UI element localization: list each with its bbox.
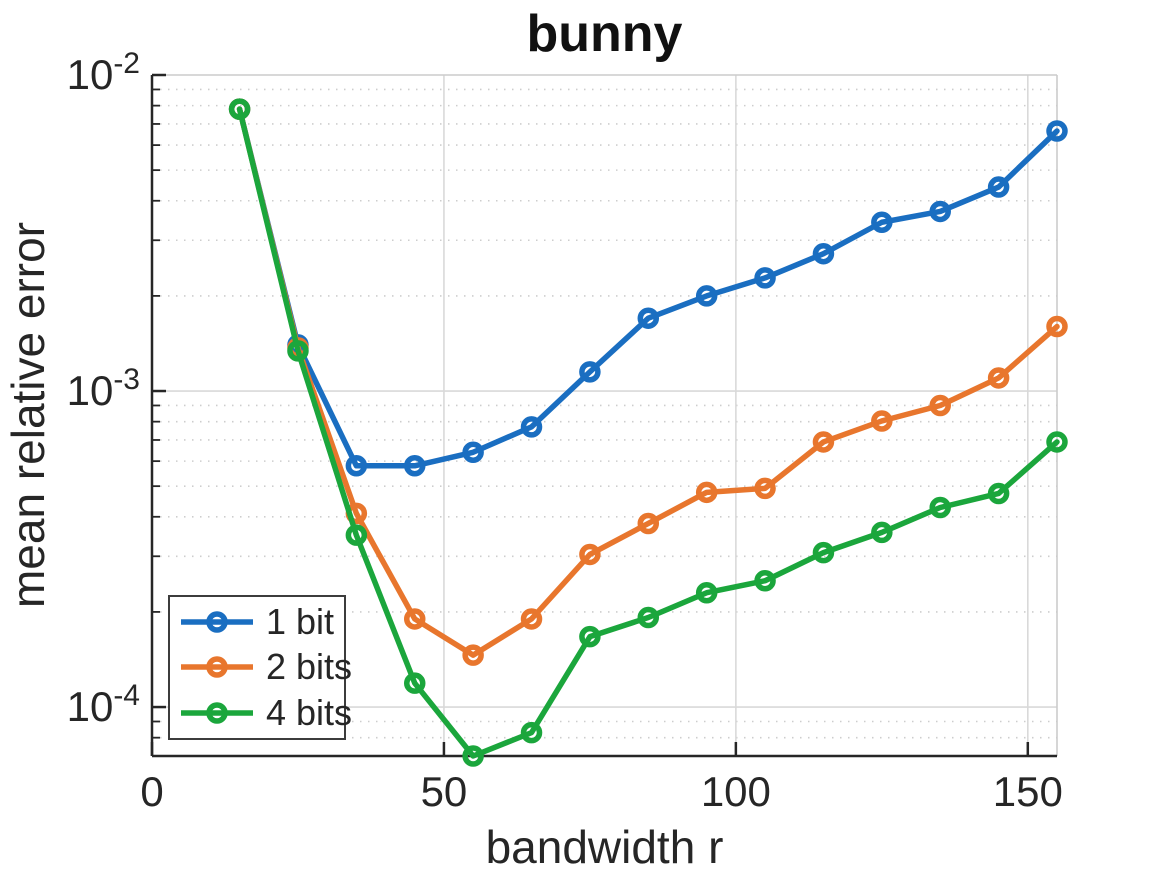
data-point-marker-1-bit: [520, 416, 543, 438]
data-point-marker-4-bits: [754, 569, 776, 592]
data-point-marker-2-bits: [462, 644, 484, 666]
legend-item-2-bits: 2 bits: [178, 645, 352, 689]
data-point-marker-4-bits: [637, 606, 660, 629]
data-point-marker-2-bits: [987, 367, 1010, 389]
data-point-marker-4-bits: [462, 745, 484, 767]
data-point-marker-4-bits: [695, 581, 718, 604]
x-tick-label: 150: [992, 768, 1063, 815]
data-point-marker-2-bits: [695, 481, 718, 504]
data-point-marker-4-bits: [520, 721, 543, 744]
data-point-marker-4-bits: [987, 482, 1010, 505]
data-point-marker-1-bit: [812, 242, 835, 265]
data-point-marker-4-bits: [403, 672, 426, 694]
data-point-marker-1-bit: [1046, 120, 1068, 142]
data-point-marker-1-bit: [403, 455, 426, 477]
legend-swatch-line-marker: [181, 656, 253, 679]
data-point-marker-4-bits: [812, 541, 835, 564]
legend-label: 2 bits: [266, 646, 353, 688]
chart-title: bunny: [526, 5, 683, 63]
x-tick-label: 100: [700, 768, 771, 815]
legend-label: 4 bits: [266, 692, 353, 734]
y-tick-label: 10-2: [66, 47, 140, 98]
series-line-2-bits: [236, 106, 1060, 658]
data-point-marker-2-bits: [520, 608, 543, 630]
data-point-marker-2-bits: [403, 608, 426, 630]
legend-swatch-line-marker: [181, 611, 253, 633]
legend-item-4-bits: 4 bits: [178, 691, 352, 735]
y-tick-label: 10-3: [66, 363, 140, 415]
legend-label: 1 bit: [266, 600, 335, 642]
legend-box: 1 bit 2 bits 4 bits: [168, 595, 352, 740]
data-point-marker-1-bit: [987, 176, 1010, 198]
data-point-marker-1-bit: [871, 211, 893, 234]
data-point-marker-2-bits: [754, 477, 776, 500]
series-line-1-bit: [236, 106, 1060, 469]
legend-item-1-bit: 1 bit: [178, 600, 344, 644]
data-point-marker-2-bits: [929, 394, 951, 417]
y-tick-label: 10-4: [66, 679, 140, 731]
data-point-marker-2-bits: [871, 410, 893, 432]
data-point-marker-4-bits: [929, 496, 951, 519]
data-point-marker-4-bits: [345, 524, 368, 546]
data-point-marker-1-bit: [462, 441, 484, 464]
data-point-marker-1-bit: [754, 267, 776, 289]
data-point-marker-2-bits: [637, 512, 660, 535]
data-point-marker-1-bit: [345, 455, 368, 477]
x-tick-label: 50: [420, 768, 468, 815]
data-point-marker-4-bits: [871, 521, 893, 544]
data-point-marker-4-bits: [228, 98, 251, 120]
data-point-marker-2-bits: [812, 431, 835, 453]
data-point-marker-1-bit: [579, 361, 601, 383]
data-point-marker-1-bit: [695, 285, 718, 307]
data-point-marker-4-bits: [579, 625, 601, 648]
data-point-marker-4-bits: [1046, 431, 1068, 453]
data-point-marker-2-bits: [579, 543, 601, 566]
x-tick-label: 0: [140, 768, 164, 815]
data-point-marker-1-bit: [929, 200, 951, 223]
x-axis-label: bandwidth r: [485, 821, 724, 873]
legend-swatch-line-marker: [181, 702, 253, 724]
data-point-marker-2-bits: [1046, 315, 1068, 338]
data-point-marker-4-bits: [287, 340, 309, 362]
series-line-4-bits: [236, 106, 1060, 759]
data-point-marker-1-bit: [637, 307, 660, 329]
